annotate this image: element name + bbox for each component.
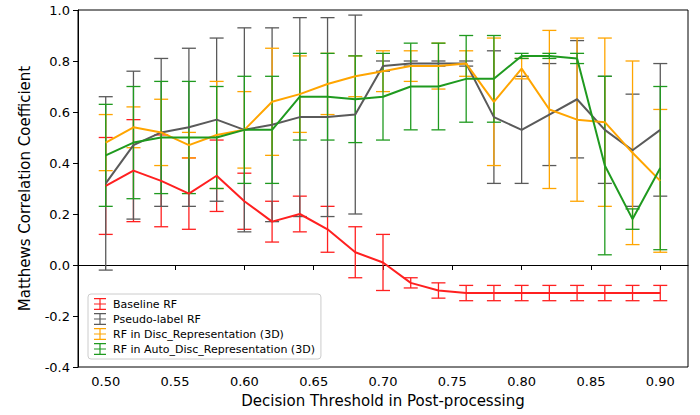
svg-text:-0.4: -0.4 (45, 360, 70, 375)
svg-text:Decision Threshold in Post-pro: Decision Threshold in Post-processing (241, 392, 524, 410)
svg-text:0.4: 0.4 (49, 156, 70, 171)
svg-text:0.8: 0.8 (49, 54, 70, 69)
svg-text:0.85: 0.85 (576, 374, 605, 389)
svg-text:0.75: 0.75 (438, 374, 467, 389)
svg-text:-0.2: -0.2 (45, 309, 70, 324)
svg-text:RF in Auto_Disc_Representation: RF in Auto_Disc_Representation (3D) (113, 343, 315, 356)
svg-text:0.65: 0.65 (299, 374, 328, 389)
svg-text:Matthews Correlation Coefficie: Matthews Correlation Coefficient (16, 66, 34, 311)
svg-text:0.0: 0.0 (49, 258, 70, 273)
svg-text:1.0: 1.0 (49, 3, 70, 18)
svg-text:RF in Disc_Representation (3D): RF in Disc_Representation (3D) (113, 328, 284, 341)
svg-text:0.6: 0.6 (49, 105, 70, 120)
svg-text:Pseudo-label RF: Pseudo-label RF (113, 313, 201, 326)
svg-text:0.70: 0.70 (369, 374, 398, 389)
svg-text:0.50: 0.50 (91, 374, 120, 389)
svg-text:0.55: 0.55 (161, 374, 190, 389)
svg-text:0.80: 0.80 (507, 374, 536, 389)
svg-text:Baseline RF: Baseline RF (113, 298, 177, 311)
svg-text:0.2: 0.2 (49, 207, 70, 222)
svg-text:0.90: 0.90 (646, 374, 675, 389)
svg-text:0.60: 0.60 (230, 374, 259, 389)
